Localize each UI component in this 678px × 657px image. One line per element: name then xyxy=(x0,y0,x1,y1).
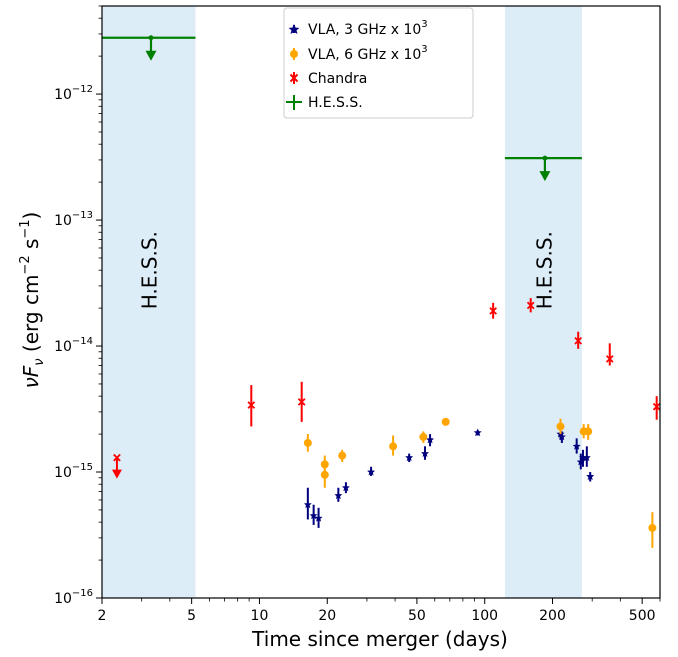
data-point-star xyxy=(303,500,312,509)
data-point-star xyxy=(586,472,595,480)
data-point-circle xyxy=(556,422,565,431)
data-point-x xyxy=(113,453,121,462)
series-1 xyxy=(303,428,595,528)
data-point-star xyxy=(334,491,343,499)
plot-frame xyxy=(101,5,661,599)
shaded-region-label: H.E.S.S. xyxy=(138,231,162,309)
x-tick-label: 10 xyxy=(251,608,269,624)
data-point-circle xyxy=(584,427,593,436)
data-point-star xyxy=(367,467,376,476)
data-point-star xyxy=(314,514,323,522)
data-point-x xyxy=(489,307,497,315)
shaded-region-hess-1 xyxy=(102,6,196,598)
data-point-x xyxy=(574,336,583,345)
data-point-star xyxy=(341,483,350,492)
data-point-circle xyxy=(648,523,657,532)
x-tick-label: 200 xyxy=(539,608,566,624)
data-point-x xyxy=(297,398,306,406)
data-point-star xyxy=(582,453,591,462)
legend-marker-x xyxy=(289,73,299,83)
series-4 xyxy=(102,35,582,182)
shaded-regions-layer: H.E.S.S. H.E.S.S. xyxy=(102,6,582,598)
x-tick-label: 50 xyxy=(408,608,426,624)
y-tick-label: 10−16 xyxy=(54,588,93,607)
upper-limit-arrow xyxy=(111,469,122,479)
data-point-star xyxy=(426,435,435,444)
upper-limit-arrow xyxy=(539,171,551,182)
data-point-x xyxy=(526,301,535,310)
legend-item-vla-6ghz: VLA, 6 GHz x 103 xyxy=(290,44,428,63)
x-axis-label: Time since merger (days) xyxy=(251,627,508,651)
data-point-circle xyxy=(320,470,329,479)
data-point-star xyxy=(473,428,482,437)
x-tick-label: 2 xyxy=(98,608,107,624)
data-point-x xyxy=(652,402,661,411)
series-2 xyxy=(303,417,657,548)
series-3 xyxy=(111,298,661,479)
x-tick-label: 20 xyxy=(318,608,336,624)
x-tick-label: 100 xyxy=(471,608,498,624)
legend: VLA, 3 GHz x 103 VLA, 6 GHz x 103 Chandr… xyxy=(283,7,474,119)
legend-marker-circle xyxy=(290,50,298,58)
svg-text:VLA, 3 GHz x 103: VLA, 3 GHz x 103 xyxy=(308,19,428,38)
legend-box xyxy=(283,7,474,119)
legend-item-hess: H.E.S.S. xyxy=(286,95,363,111)
data-point-circle xyxy=(419,432,428,441)
legend-item-vla-3ghz: VLA, 3 GHz x 103 xyxy=(288,19,428,38)
data-point-circle xyxy=(441,417,450,426)
legend-marker-star xyxy=(288,24,300,34)
y-tick-label: 10−15 xyxy=(54,462,93,481)
svg-text:H.E.S.S.: H.E.S.S. xyxy=(308,95,363,111)
y-tick-label: 10−12 xyxy=(54,84,93,103)
axes-layer: 2 5 10 20 50 100 200 500 10−16 10−15 10−14 10−13 10−… xyxy=(54,5,661,624)
y-tick-label: 10−13 xyxy=(54,210,93,229)
data-point-circle xyxy=(389,442,398,451)
data-point-star xyxy=(421,449,429,457)
data-point-circle xyxy=(303,438,312,447)
data-point-star xyxy=(557,432,566,441)
y-tick-label: 10−14 xyxy=(54,336,93,355)
shaded-region-hess-2 xyxy=(504,6,582,598)
data-point-hess xyxy=(148,35,154,41)
svg-text:Chandra: Chandra xyxy=(308,71,367,87)
upper-limit-arrow xyxy=(145,50,157,61)
x-tick-label: 5 xyxy=(187,608,196,624)
x-tick-label: 500 xyxy=(629,608,656,624)
data-point-star xyxy=(405,453,414,462)
svg-text:VLA, 6 GHz x 103: VLA, 6 GHz x 103 xyxy=(308,44,428,63)
y-axis-label: νFν (erg cm−2 s−1) xyxy=(18,212,47,389)
data-point-x xyxy=(247,401,256,409)
data-point-circle xyxy=(338,451,347,460)
data-point-hess xyxy=(542,155,548,161)
data-point-x xyxy=(605,355,614,363)
data-point-star xyxy=(572,442,581,450)
shaded-region-label: H.E.S.S. xyxy=(532,231,556,309)
legend-item-chandra: Chandra xyxy=(289,71,367,87)
series-layer xyxy=(102,35,661,548)
